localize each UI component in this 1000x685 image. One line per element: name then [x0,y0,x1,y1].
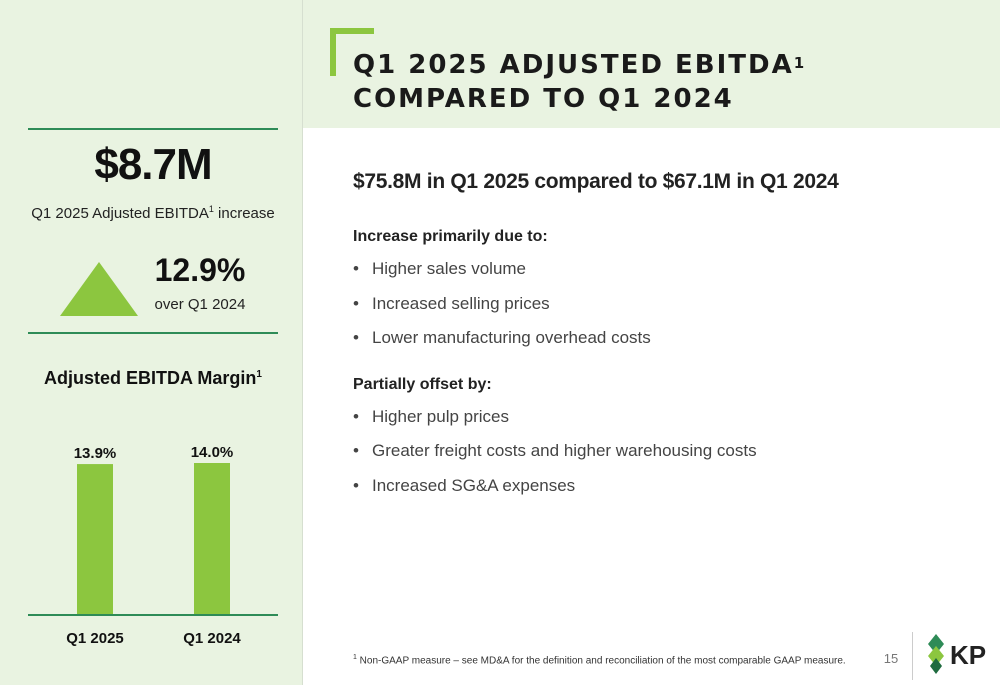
title-line-1-text: Q1 2025 ADJUSTED EBITDA [353,50,794,80]
top-divider [28,128,278,130]
list-item: • Increased SG&A expenses [353,469,973,504]
category-label: Q1 2025 [66,630,124,647]
middle-divider [28,332,278,334]
footnote-mark: 1 [353,654,357,661]
bullet-icon: • [353,406,359,426]
list-item-text: Increased SG&A expenses [372,475,576,495]
list-item: • Lower manufacturing overhead costs [353,321,973,356]
up-triangle-icon [60,262,138,316]
list-item: • Greater freight costs and higher wareho… [353,434,973,469]
ebitda-increase-amount: $8.7M [94,140,212,189]
ebitda-increase-caption: Q1 2025 Adjusted EBITDA1 increase [28,204,278,222]
logo-text: KP [950,640,986,670]
footnote: 1 Non-GAAP measure – see MD&A for the de… [353,654,846,666]
page-number: 15 [883,651,899,666]
bullet-icon: • [353,259,359,278]
margin-title-footnote-mark: 1 [256,369,262,380]
increase-list: • Higher sales volume • Increased selling … [353,252,973,356]
title-line-1: Q1 2025 ADJUSTED EBITDA1 [353,48,973,82]
adjusted-ebitda-margin-chart: 13.9% Q1 2025 14.0% Q1 2024 [28,444,278,647]
summary-sidebar: $8.7M Q1 2025 Adjusted EBITDA1 increase … [0,0,303,685]
title-bracket-accent [330,28,374,76]
percent-increase-caption: over Q1 2024 [154,296,246,313]
logo-divider [912,632,913,680]
title-band [303,0,1000,128]
bar-value-label: 13.9% [74,445,117,462]
list-item-text: Increased selling prices [372,293,550,313]
list-item-text: Higher pulp prices [372,406,510,426]
bar-q1-2024 [194,463,230,614]
page-title: Q1 2025 ADJUSTED EBITDA1 COMPARED TO Q1 … [353,48,973,116]
offset-label: Partially offset by: [353,375,492,393]
kp-logo-icon: KP [928,634,986,674]
comparison-headline: $75.8M in Q1 2025 compared to $67.1M in … [353,170,839,193]
footnote-text: Non-GAAP measure – see MD&A for the defi… [356,655,846,667]
caption-text-suffix: increase [213,205,275,222]
caption-footnote-mark: 1 [208,204,214,214]
offset-list: • Higher pulp prices • Greater freight cos… [353,400,973,504]
margin-chart-title: Adjusted EBITDA Margin1 [28,368,278,389]
list-item: • Increased selling prices [353,287,973,322]
list-item-text: Higher sales volume [372,259,527,278]
increase-label: Increase primarily due to: [353,228,548,245]
list-item: • Higher sales volume [353,252,973,287]
title-footnote-mark: 1 [793,54,807,72]
bar-value-label: 14.0% [191,444,234,461]
margin-title-text: Adjusted EBITDA Margin [44,368,257,388]
bar-q1-2025 [77,464,113,614]
list-item-text: Lower manufacturing overhead costs [372,328,651,347]
list-item: • Higher pulp prices [353,400,973,435]
caption-text: Q1 2025 Adjusted EBITDA [31,205,209,222]
bullet-icon: • [353,328,359,347]
main-content: $75.8M in Q1 2025 compared to $67.1M in … [353,170,973,503]
title-line-2: COMPARED TO Q1 2024 [353,84,734,114]
bullet-icon: • [353,293,359,313]
category-label: Q1 2024 [183,630,241,647]
bullet-icon: • [353,475,359,495]
percent-increase: 12.9% [154,252,246,288]
list-item-text: Greater freight costs and higher warehou… [372,441,757,460]
bullet-icon: • [353,441,359,460]
